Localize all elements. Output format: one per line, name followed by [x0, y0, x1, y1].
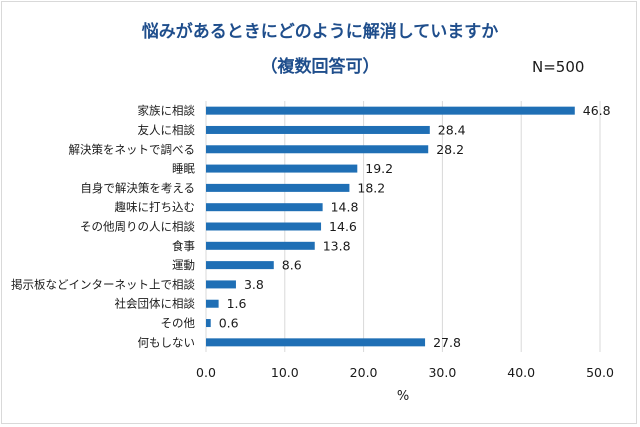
value-label: 0.6 [219, 316, 239, 331]
bar [206, 183, 350, 192]
bar [206, 164, 358, 173]
bar [206, 319, 211, 328]
category-label: 運動 [172, 258, 195, 272]
bar [206, 222, 322, 231]
category-label: 何もしない [138, 335, 196, 349]
category-labels: 家族に相談友人に相談解決策をネットで調べる睡眠自身で解決策を考える趣味に打ち込む… [11, 104, 195, 350]
category-label: 食事 [172, 239, 195, 253]
category-label: 家族に相談 [138, 104, 196, 118]
category-label: 社会団体に相談 [115, 297, 196, 311]
value-label: 18.2 [357, 180, 385, 195]
bar [206, 338, 426, 347]
value-label: 46.8 [583, 103, 611, 118]
x-tick-label: 20.0 [350, 365, 378, 380]
value-label: 8.6 [282, 258, 302, 273]
bar [206, 145, 429, 154]
bar [206, 125, 430, 134]
category-label: 解決策をネットで調べる [69, 142, 196, 156]
value-label: 1.6 [227, 296, 247, 311]
x-tick-label: 30.0 [428, 365, 456, 380]
value-label: 13.8 [323, 238, 351, 253]
x-tick-label: 10.0 [271, 365, 299, 380]
bar [206, 241, 315, 250]
gridlines [205, 101, 601, 352]
value-label: 14.8 [331, 200, 359, 215]
value-label: 14.6 [329, 219, 357, 234]
sample-size-label: N=500 [532, 58, 585, 76]
bars [206, 106, 575, 347]
bar [206, 106, 575, 115]
category-label: 友人に相談 [138, 123, 196, 137]
bar [206, 203, 323, 212]
x-axis-label: % [397, 389, 409, 404]
value-label: 28.4 [438, 122, 466, 137]
category-label: 趣味に打ち込む [115, 200, 196, 214]
value-label: 27.8 [433, 335, 461, 350]
bar [206, 299, 219, 308]
category-label: その他周りの人に相談 [80, 220, 195, 234]
category-label: 睡眠 [172, 162, 195, 176]
category-label: その他 [161, 316, 196, 330]
chart-title: 悩みがあるときにどのように解消していますか [141, 22, 499, 42]
category-label: 自身で解決策を考える [80, 181, 195, 195]
x-axis-ticks: 0.0 10.0 20.0 30.0 40.0 50.0 [196, 365, 614, 380]
chart-subtitle: （複数回答可） [260, 57, 380, 77]
category-label: 掲示板などインターネット上で相談 [11, 277, 195, 291]
x-tick-label: 50.0 [586, 365, 614, 380]
value-labels: 46.8 28.4 28.2 19.2 18.2 14.8 14.6 13.8 8.6 3.8 1.… [219, 103, 611, 350]
bar [206, 261, 274, 270]
value-label: 3.8 [244, 277, 264, 292]
value-label: 19.2 [365, 161, 393, 176]
x-tick-label: 40.0 [507, 365, 535, 380]
value-label: 28.2 [436, 142, 464, 157]
bar [206, 280, 236, 289]
x-tick-label: 0.0 [196, 365, 216, 380]
